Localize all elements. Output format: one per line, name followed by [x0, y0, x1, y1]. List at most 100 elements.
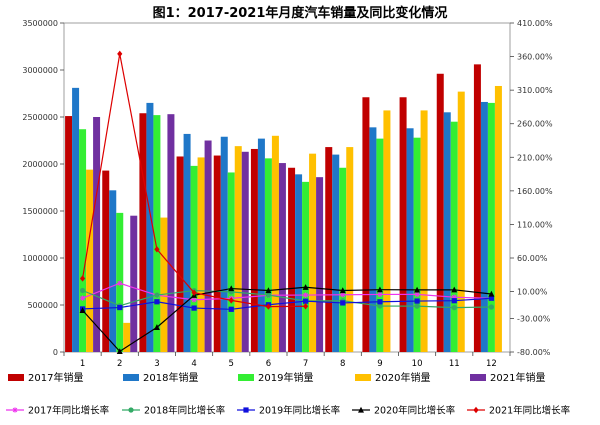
bar-2017年销量-2: [102, 171, 109, 352]
x-tick-label: 11: [449, 359, 460, 369]
legend-label-2017年销量: 2017年销量: [28, 371, 83, 384]
point-2019年同比增长率-7: [303, 299, 308, 304]
bar-2020年销量-1: [86, 170, 93, 352]
x-tick-label: 5: [229, 359, 234, 369]
point-2019年同比增长率-5: [229, 307, 234, 312]
legend-marker-2021年同比增长率: [473, 407, 478, 413]
legend-label-2018年同比增长率: 2018年同比增长率: [144, 405, 226, 417]
point-2018年同比增长率-3: [154, 292, 159, 297]
y2-tick-label: 360.00%: [517, 53, 553, 62]
chart: 图1：2017-2021年月度汽车销量及同比变化情况 0 500000 100000…: [0, 0, 600, 425]
point-2019年同比增长率-9: [377, 299, 382, 304]
legend-label-2021年同比增长率: 2021年同比增长率: [489, 405, 571, 417]
point-2017年同比增长率-1: [80, 296, 85, 301]
bar-2018年销量-6: [258, 139, 265, 352]
bar-2018年销量-2: [109, 190, 116, 352]
chart-title: 图1：2017-2021年月度汽车销量及同比变化情况: [153, 5, 448, 21]
y-tick-label: 2000000: [22, 160, 58, 169]
point-2018年同比增长率-1: [80, 288, 85, 293]
point-2017年同比增长率-9: [377, 292, 382, 297]
legend-label-2017年同比增长率: 2017年同比增长率: [28, 405, 110, 417]
x-tick-label: 2: [117, 359, 122, 369]
y-tick-label: 2500000: [22, 113, 58, 122]
point-2018年同比增长率-6: [266, 292, 271, 297]
y2-tick-label: -30.00%: [517, 314, 551, 323]
y-tick-label: 1000000: [22, 254, 58, 263]
y-tick-label: 500000: [27, 301, 58, 310]
legend-swatch-2019年销量: [238, 374, 254, 381]
bar-2021年销量-5: [242, 152, 249, 352]
bar-2020年销量-12: [495, 86, 502, 352]
bar-2018年销量-5: [221, 137, 228, 352]
legend-marker-2019年同比增长率: [243, 407, 248, 412]
bar-2019年销量-12: [488, 103, 495, 352]
x-tick-label: 7: [303, 359, 308, 369]
point-2018年同比增长率-10: [414, 304, 419, 309]
x-tick-label: 9: [377, 359, 382, 369]
point-2019年同比增长率-8: [340, 300, 345, 305]
bar-2019年销量-8: [339, 168, 346, 352]
x-tick-label: 10: [412, 359, 423, 369]
x-tick-label: 3: [154, 359, 159, 369]
bar-2020年销量-10: [421, 110, 428, 352]
bar-2018年销量-9: [369, 127, 376, 352]
legend-marker-2018年同比增长率: [128, 407, 133, 412]
bar-2020年销量-9: [383, 110, 390, 352]
y2-tick-label: 410.00%: [517, 19, 553, 28]
y-tick-label: 0: [53, 348, 58, 357]
legend-label-2019年销量: 2019年销量: [258, 371, 313, 384]
bar-2019年销量-1: [79, 129, 86, 352]
bar-2018年销量-7: [295, 174, 302, 352]
y2-tick-label: -80.00%: [517, 348, 551, 357]
bar-2017年销量-7: [288, 168, 295, 352]
bar-2020年销量-2: [123, 323, 130, 352]
bar-2017年销量-4: [177, 156, 184, 352]
point-2017年同比增长率-4: [191, 297, 196, 302]
bar-2019年销量-6: [265, 158, 272, 352]
bar-2021年销量-6: [279, 163, 286, 352]
legend-label-2019年同比增长率: 2019年同比增长率: [259, 405, 341, 417]
bar-2020年销量-3: [160, 218, 167, 352]
y2-tick-label: 10.00%: [517, 288, 548, 297]
y2-tick-label: 160.00%: [517, 187, 553, 196]
point-2019年同比增长率-4: [191, 305, 196, 310]
y-tick-label: 1500000: [22, 207, 58, 216]
bar-2019年销量-9: [376, 139, 383, 352]
point-2019年同比增长率-10: [414, 298, 419, 303]
point-2019年同比增长率-11: [452, 298, 457, 303]
bar-2020年销量-6: [272, 136, 279, 352]
bar-2020年销量-5: [235, 146, 242, 352]
bar-2020年销量-4: [198, 157, 205, 352]
legend-swatch-2018年销量: [123, 374, 139, 381]
bar-2019年销量-4: [191, 166, 198, 352]
bar-2021年销量-2: [130, 216, 137, 352]
bar-2019年销量-5: [228, 172, 235, 352]
point-2017年同比增长率-7: [303, 292, 308, 297]
legend-label-2020年同比增长率: 2020年同比增长率: [374, 405, 456, 417]
point-2019年同比增长率-3: [154, 299, 159, 304]
y2-tick-label: 60.00%: [517, 254, 548, 263]
bar-2017年销量-11: [437, 74, 444, 352]
y2-tick-label: 110.00%: [517, 220, 553, 229]
bar-2019年销量-10: [414, 138, 421, 352]
bar-2017年销量-8: [325, 147, 332, 352]
bar-2020年销量-7: [309, 154, 316, 352]
legend-swatch-2021年销量: [470, 374, 486, 381]
bar-2017年销量-6: [251, 149, 258, 352]
x-tick-label: 12: [486, 359, 497, 369]
point-2019年同比增长率-2: [117, 305, 122, 310]
bar-2018年销量-12: [481, 102, 488, 352]
y2-tick-label: 210.00%: [517, 153, 553, 162]
bar-2017年销量-5: [214, 156, 221, 352]
bar-2018年销量-4: [184, 134, 191, 352]
bar-2021年销量-3: [167, 114, 174, 352]
bar-2017年销量-9: [362, 97, 369, 352]
y-tick-label: 3000000: [22, 66, 58, 75]
bar-2018年销量-11: [444, 112, 451, 352]
y-tick-label: 3500000: [22, 19, 58, 28]
point-2017年同比增长率-10: [414, 292, 419, 297]
x-tick-label: 8: [340, 359, 345, 369]
x-tick-label: 1: [80, 359, 85, 369]
point-2018年同比增长率-12: [489, 304, 494, 309]
legend: 2017年销量2018年销量2019年销量2020年销量2021年销量2017年…: [6, 371, 571, 417]
